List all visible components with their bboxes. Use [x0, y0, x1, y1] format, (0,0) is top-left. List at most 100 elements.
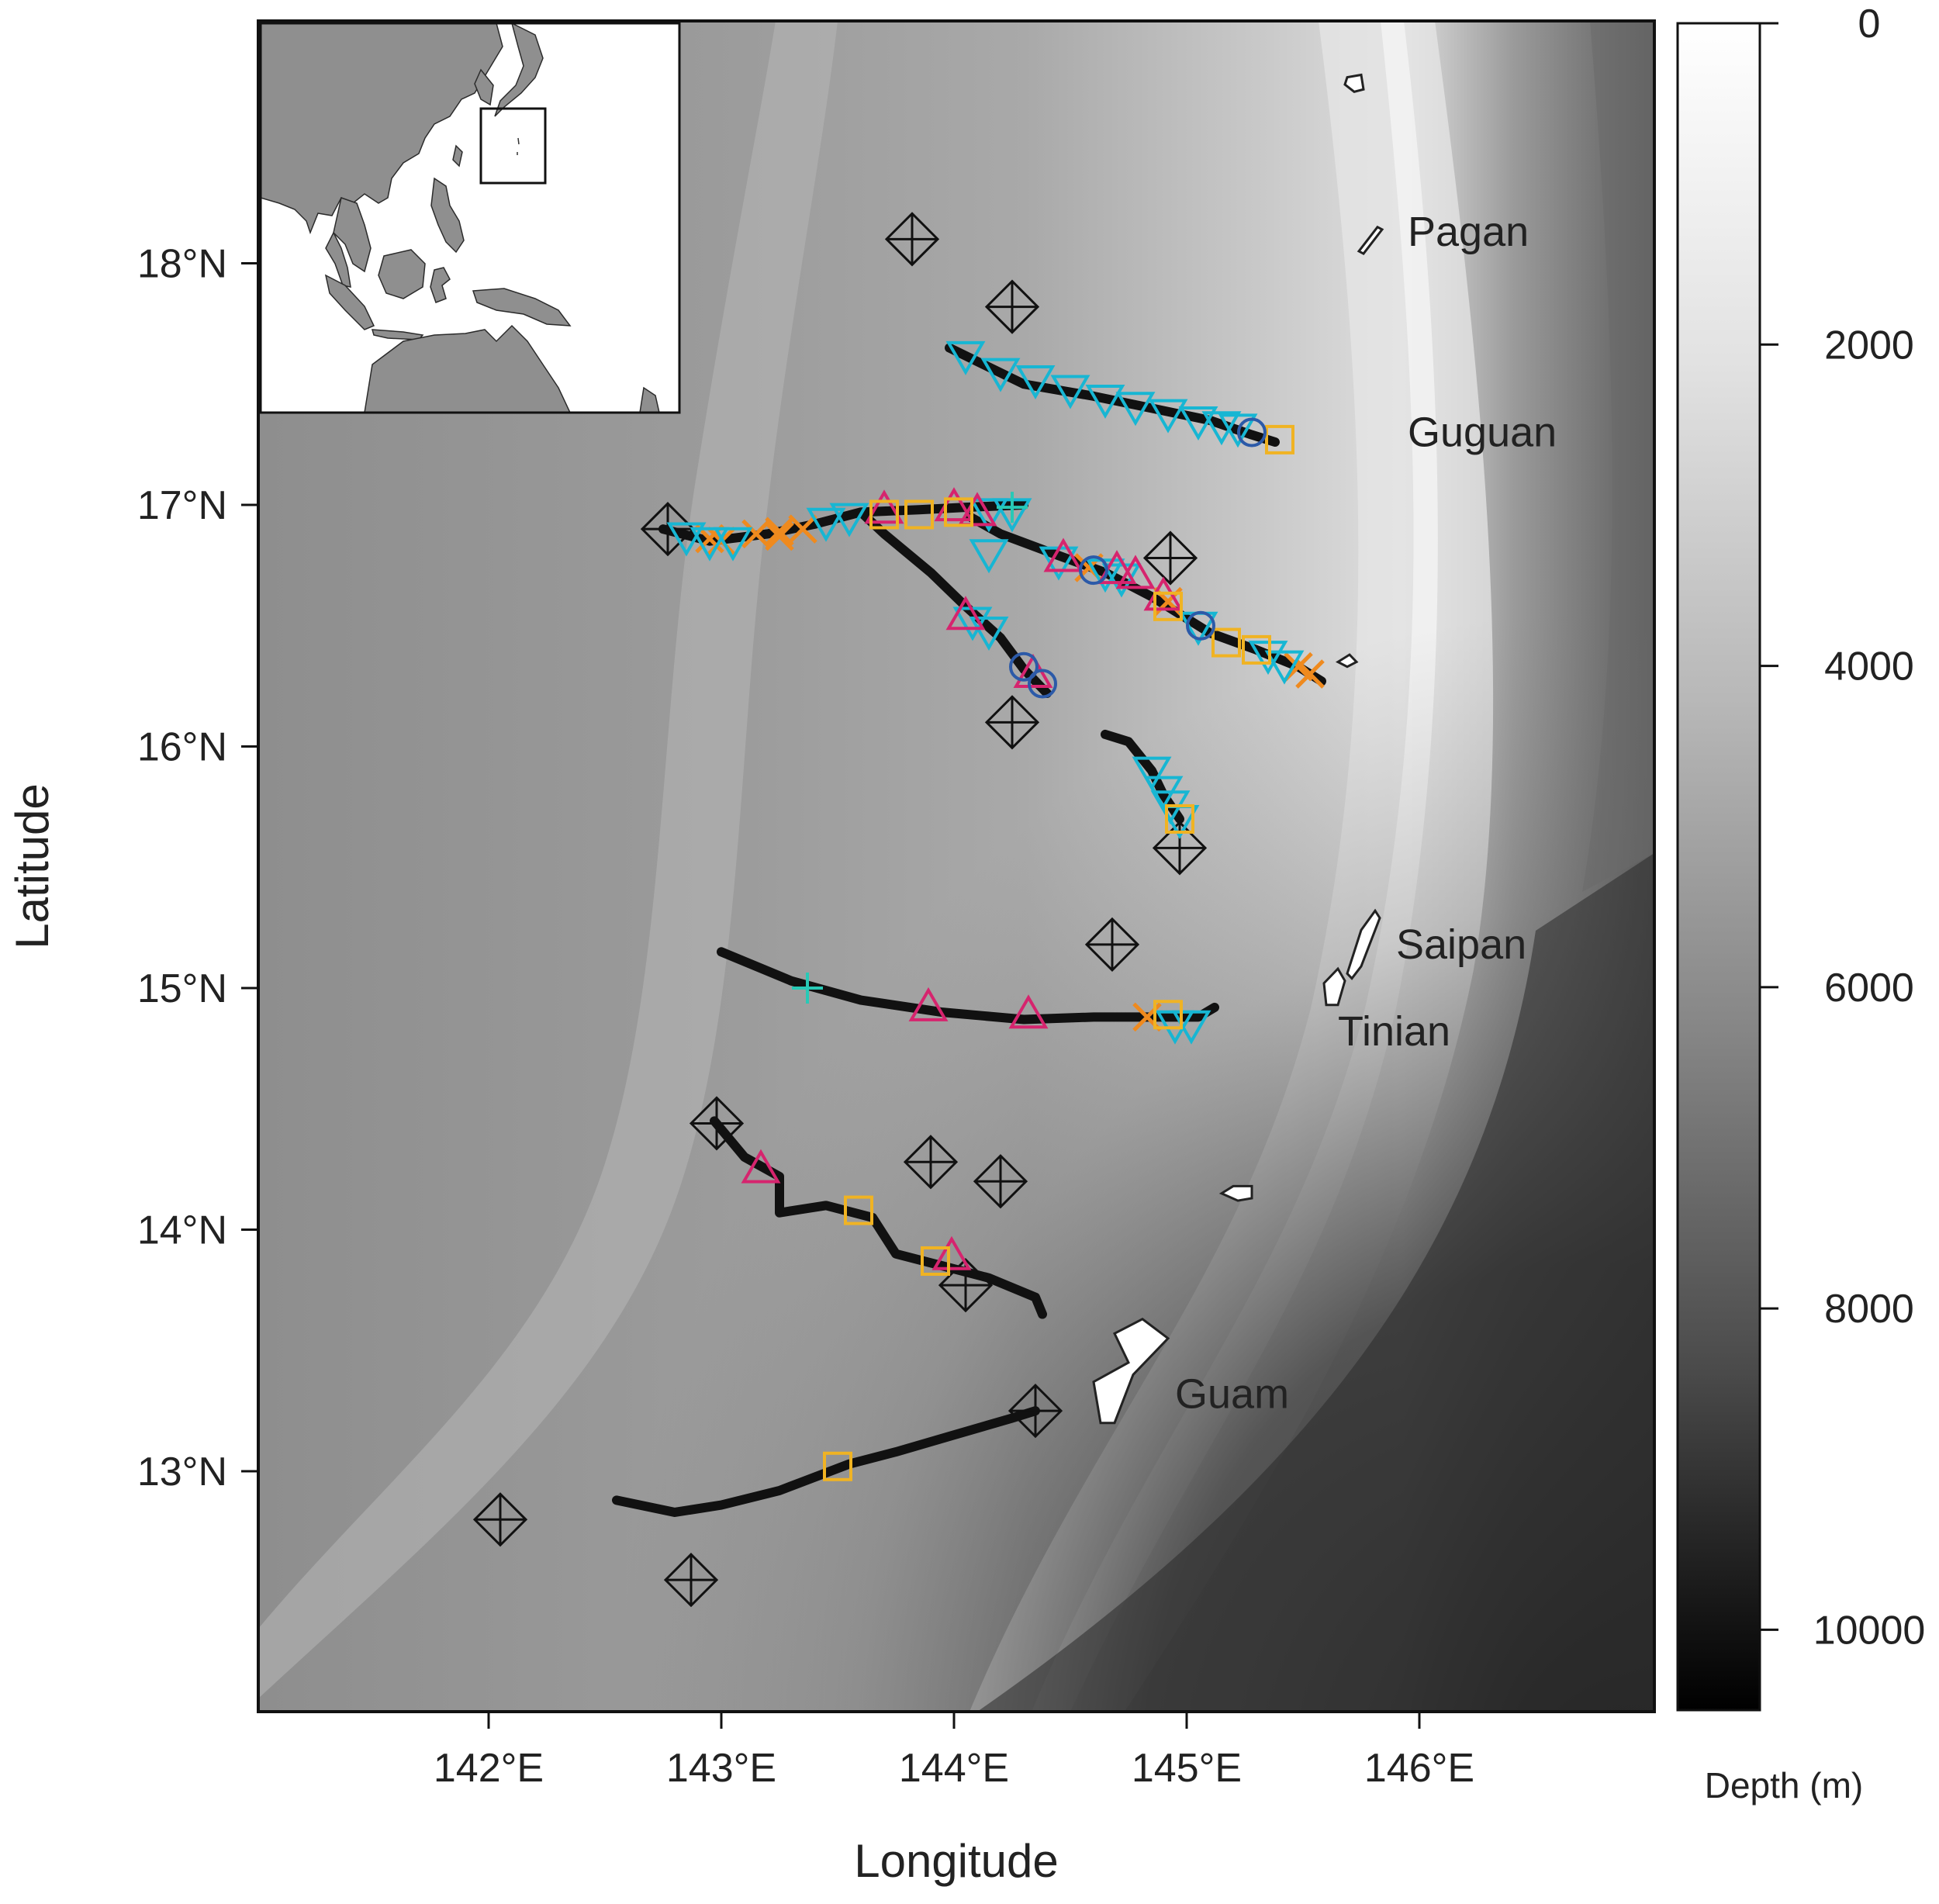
square-detection-marker [921, 1246, 950, 1276]
y-tick-label: 18°N [137, 242, 227, 287]
place-label-pagan: Pagan [1408, 209, 1529, 255]
down-triangle-detection-marker [1085, 558, 1125, 593]
island-outline-pagan [1357, 225, 1384, 255]
y-tick-label: 17°N [137, 483, 227, 528]
x-tick-label: 144°E [899, 1746, 1009, 1791]
inset-australia [364, 324, 571, 413]
mariana-trench [977, 853, 1654, 1712]
place-label-tinian: Tinian [1338, 1008, 1450, 1055]
up-triangle-detection-marker [864, 489, 904, 524]
y-tick-label: 16°N [137, 725, 227, 770]
down-triangle-detection-marker [1132, 756, 1172, 791]
sonobuoy-diamond-marker [903, 1135, 959, 1190]
up-triangle-detection-marker [908, 987, 949, 1021]
down-triangle-detection-marker [806, 507, 846, 542]
down-triangle-detection-marker [690, 527, 730, 562]
up-triangle-detection-marker [1115, 555, 1156, 589]
up-triangle-detection-marker [957, 492, 997, 527]
map-frame [257, 19, 1656, 1713]
inset-sulawesi [430, 267, 451, 303]
x-tick-label: 146°E [1364, 1746, 1474, 1791]
vessel-track [945, 343, 1280, 447]
inset-new-guinea [472, 288, 572, 327]
down-triangle-detection-marker [1218, 413, 1258, 448]
colorbar-title: Depth (m) [1705, 1765, 1863, 1806]
place-label-saipan: Saipan [1396, 921, 1526, 968]
locator-inset-map [259, 22, 681, 414]
square-detection-marker [1242, 634, 1271, 665]
down-triangle-detection-marker [1050, 375, 1090, 409]
colorbar-tick-label: 0 [1858, 2, 1881, 47]
x-tick-label: 142°E [434, 1746, 544, 1791]
inset-frame [259, 22, 681, 414]
circle-detection-marker [1237, 417, 1267, 447]
sonobuoy-diamond-marker [984, 279, 1040, 334]
vessel-track [1101, 729, 1184, 824]
island-outline-tinian [1322, 966, 1346, 1007]
x-tick-label: 143°E [666, 1746, 776, 1791]
circle-detection-marker [1079, 555, 1108, 586]
up-triangle-detection-marker [1097, 550, 1137, 585]
vessel-track [856, 507, 1052, 698]
down-triangle-detection-marker [980, 358, 1021, 392]
x-axis: 142°E 143°E 144°E 145°E 146°E [434, 1712, 1474, 1791]
square-detection-marker [869, 499, 899, 530]
up-triangle-detection-marker [931, 1235, 972, 1270]
colorbar-tick-label: 2000 [1824, 323, 1914, 368]
down-triangle-detection-marker [1178, 406, 1218, 441]
down-triangle-detection-marker [713, 527, 753, 562]
down-triangle-detection-marker [666, 522, 707, 557]
up-triangle-detection-marker [1043, 537, 1084, 572]
y-tick-label: 14°N [137, 1208, 227, 1253]
island-outline-rota [1218, 1184, 1253, 1202]
sonobuoy-diamond-marker [1142, 530, 1198, 586]
inset-japan [494, 23, 544, 117]
down-triangle-detection-marker [969, 539, 1009, 574]
down-triangle-detection-marker [1085, 384, 1125, 419]
square-detection-marker [944, 497, 973, 527]
x-detection-marker [765, 521, 794, 551]
inset-korea [474, 68, 494, 106]
plus-detection-marker [997, 492, 1028, 524]
inset-asia-landmass [261, 23, 503, 235]
inset-new-zealand [639, 386, 660, 413]
place-label-guam: Guam [1175, 1370, 1289, 1417]
colorbar-tick-label: 10000 [1813, 1608, 1926, 1653]
square-detection-marker [1153, 1000, 1183, 1030]
square-detection-marker [1153, 591, 1183, 621]
inset-borneo [378, 249, 426, 299]
circle-detection-marker [1028, 669, 1057, 699]
sonobuoy-diamond-marker [640, 502, 696, 557]
up-triangle-detection-marker [741, 1149, 781, 1184]
inset-indochina [333, 197, 372, 273]
sonobuoy-diamond-marker [689, 1096, 745, 1151]
colorbar-tick-label: 6000 [1824, 966, 1914, 1011]
square-detection-marker [904, 499, 934, 530]
colorbar-tick-label: 4000 [1824, 644, 1914, 689]
down-triangle-detection-marker [829, 503, 869, 537]
down-triangle-detection-marker [969, 616, 1009, 651]
square-detection-marker [1265, 424, 1294, 454]
inset-philippines [430, 177, 465, 254]
island-outline-guam [1092, 1317, 1170, 1425]
island-outline-north-islet [1343, 73, 1365, 93]
inset-taiwan [452, 144, 463, 168]
down-triangle-detection-marker [1101, 563, 1142, 598]
inset-mariana-islands [517, 137, 520, 155]
colorbar-ramp [1676, 22, 1761, 1712]
depth-colorbar: 0 2000 4000 6000 8000 10000 Depth (m) [1676, 2, 1926, 1806]
sonobuoy-diamond-marker [1008, 1384, 1063, 1439]
sonobuoy-diamond-marker [973, 1154, 1028, 1209]
square-detection-marker [1211, 627, 1241, 658]
down-triangle-detection-marker [1201, 411, 1242, 446]
circle-detection-marker [1009, 651, 1039, 682]
down-triangle-detection-marker [1148, 399, 1188, 434]
sonobuoy-diamond-marker [984, 695, 1040, 750]
y-axis: 13°N 14°N 15°N 16°N 17°N 18°N [137, 242, 258, 1495]
x-tick-label: 145°E [1132, 1746, 1242, 1791]
x-axis-title: Longitude [854, 1835, 1059, 1887]
inset-study-area-box [479, 107, 547, 185]
square-detection-marker [1165, 803, 1194, 834]
sonobuoy-diamond-marker [663, 1553, 719, 1608]
